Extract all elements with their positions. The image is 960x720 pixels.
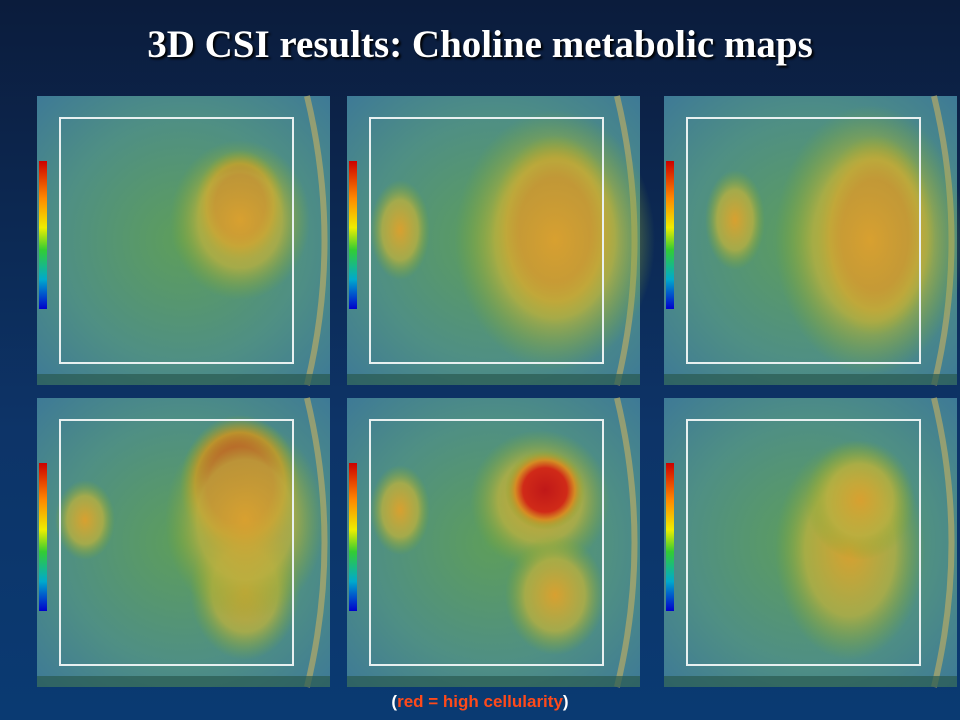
color-scale	[39, 161, 47, 309]
skull-edge	[614, 397, 638, 688]
voi-box	[686, 419, 921, 666]
activity-region	[505, 450, 585, 530]
activity-region	[370, 180, 430, 280]
mr-image	[664, 95, 960, 386]
voi-box	[59, 419, 294, 666]
skull-edge	[931, 397, 955, 688]
activity-region	[705, 170, 765, 270]
activity-region	[55, 480, 115, 560]
voi-box	[59, 117, 294, 364]
color-scale	[666, 161, 674, 309]
activity-region	[805, 440, 915, 560]
mr-image	[664, 397, 957, 688]
status-strip	[347, 676, 640, 687]
skull-edge	[304, 397, 328, 688]
activity-region	[170, 140, 310, 300]
color-scale	[39, 463, 47, 611]
voi-box	[369, 419, 604, 666]
status-strip	[664, 374, 957, 385]
mr-image	[347, 95, 655, 386]
caption-text: red = high cellularity	[397, 692, 563, 711]
status-strip	[37, 676, 330, 687]
activity-region	[505, 535, 605, 655]
color-scale	[349, 463, 357, 611]
caption-paren: (	[391, 692, 398, 711]
voi-box	[369, 117, 604, 364]
mr-image	[347, 397, 640, 688]
caption: (red = high cellularity)	[0, 692, 960, 712]
mr-image	[37, 397, 330, 688]
mr-image	[37, 95, 330, 386]
status-strip	[664, 676, 957, 687]
status-strip	[347, 374, 640, 385]
color-scale	[666, 463, 674, 611]
activity-region	[370, 465, 430, 555]
activity-region	[455, 110, 655, 370]
title: 3D CSI results: Choline metabolic maps	[147, 23, 813, 66]
voi-box	[686, 117, 921, 364]
color-scale	[349, 161, 357, 309]
caption-paren: )	[562, 692, 569, 711]
skull-edge	[304, 95, 328, 386]
status-strip	[37, 374, 330, 385]
activity-region	[775, 105, 960, 375]
activity-region	[165, 420, 325, 620]
